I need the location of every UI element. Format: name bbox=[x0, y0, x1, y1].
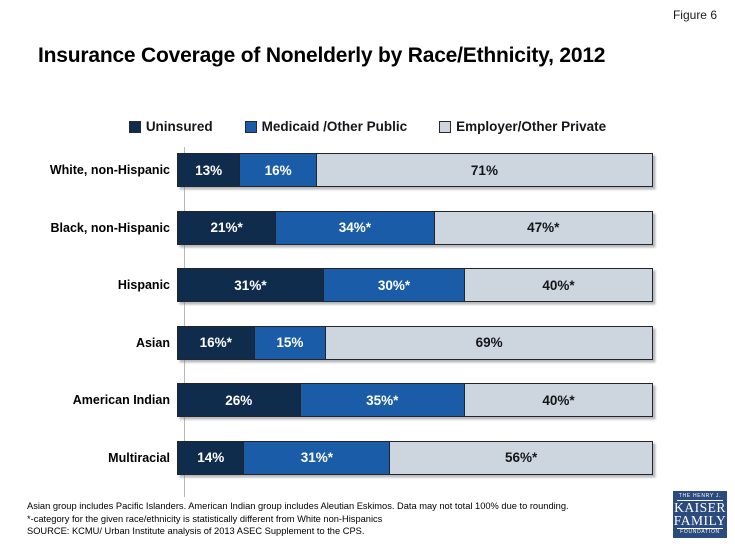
category-label: White, non-Hispanic bbox=[49, 163, 170, 177]
legend-swatch-medicaid bbox=[244, 120, 257, 133]
footnote-line: *-category for the given race/ethnicity … bbox=[27, 513, 383, 524]
chart-legend: Uninsured Medicaid /Other Public Employe… bbox=[0, 119, 735, 134]
logo-divider bbox=[677, 528, 723, 530]
stacked-bar: 31%* 30%* 40%* bbox=[177, 268, 653, 302]
bar-segment: 35%* bbox=[299, 384, 465, 416]
chart-row: Multiracial 14% 31%* 56%* bbox=[0, 440, 653, 475]
legend-label: Uninsured bbox=[145, 119, 213, 134]
bar-segment: 31%* bbox=[178, 269, 323, 301]
category-label: Multiracial bbox=[108, 450, 170, 465]
stacked-bar: 21%* 34%* 47%* bbox=[177, 210, 653, 245]
chart-row: Asian 16%* 15% 69% bbox=[0, 325, 653, 360]
logo-text-kaiser: KAISER bbox=[674, 499, 726, 515]
kaiser-family-foundation-logo: THE HENRY J. KAISER FAMILY FOUNDATION bbox=[673, 491, 727, 538]
category-label: American Indian bbox=[72, 393, 170, 407]
bar-segment: 13% bbox=[178, 154, 240, 186]
bar-segment: 31%* bbox=[243, 441, 390, 474]
footnote-line: SOURCE: KCMU/ Urban Institute analysis o… bbox=[27, 526, 365, 537]
bar-segment: 69% bbox=[325, 326, 652, 359]
logo-text-family: FAMILY bbox=[673, 512, 727, 528]
stacked-bar: 16%* 15% 69% bbox=[177, 325, 653, 360]
logo-divider bbox=[677, 499, 723, 501]
legend-label: Medicaid /Other Public bbox=[261, 119, 408, 134]
chart-row: Black, non-Hispanic 21%* 34%* 47%* bbox=[0, 210, 653, 245]
chart: White, non-Hispanic 13% 16% 71% Black, non… bbox=[0, 147, 735, 497]
bar-segment: 71% bbox=[315, 154, 652, 186]
bar-segment: 16% bbox=[239, 154, 316, 186]
y-axis-line bbox=[184, 147, 185, 497]
bar-segment: 21%* bbox=[178, 211, 276, 244]
logo-text-top: THE HENRY J. bbox=[678, 493, 722, 499]
figure-number: Figure 6 bbox=[672, 8, 717, 22]
logo-text-foundation: FOUNDATION bbox=[680, 528, 720, 535]
legend-item-uninsured: Uninsured bbox=[128, 119, 213, 134]
bar-segment: 15% bbox=[253, 326, 326, 359]
footnotes: Asian group includes Pacific Islanders. … bbox=[27, 500, 647, 538]
bar-segment: 30%* bbox=[322, 269, 465, 301]
legend-label: Employer/Other Private bbox=[456, 119, 607, 134]
chart-row: Hispanic 31%* 30%* 40%* bbox=[0, 268, 653, 302]
legend-swatch-uninsured bbox=[128, 120, 141, 133]
legend-item-medicaid: Medicaid /Other Public bbox=[244, 119, 408, 134]
bar-segment: 56%* bbox=[389, 441, 652, 474]
stacked-bar: 26% 35%* 40%* bbox=[177, 383, 653, 417]
category-label: Asian bbox=[135, 335, 170, 350]
bar-segment: 47%* bbox=[433, 211, 652, 244]
chart-row: American Indian 26% 35%* 40%* bbox=[0, 383, 653, 417]
bar-segment: 40%* bbox=[464, 269, 653, 301]
bar-segment: 16%* bbox=[178, 326, 254, 359]
footnote-line: Asian group includes Pacific Islanders. … bbox=[27, 501, 569, 511]
stacked-bar: 13% 16% 71% bbox=[177, 153, 653, 187]
legend-item-employer: Employer/Other Private bbox=[439, 119, 606, 134]
category-label: Hispanic bbox=[117, 278, 170, 292]
legend-swatch-employer bbox=[439, 120, 452, 133]
page-title: Insurance Coverage of Nonelderly by Race… bbox=[38, 44, 606, 68]
bar-segment: 40%* bbox=[464, 384, 652, 416]
chart-row: White, non-Hispanic 13% 16% 71% bbox=[0, 153, 653, 187]
bar-segment: 26% bbox=[178, 384, 300, 416]
stacked-bar: 14% 31%* 56%* bbox=[177, 440, 653, 475]
category-label: Black, non-Hispanic bbox=[50, 220, 170, 235]
bar-segment: 14% bbox=[178, 441, 244, 474]
bar-segment: 34%* bbox=[275, 211, 434, 244]
